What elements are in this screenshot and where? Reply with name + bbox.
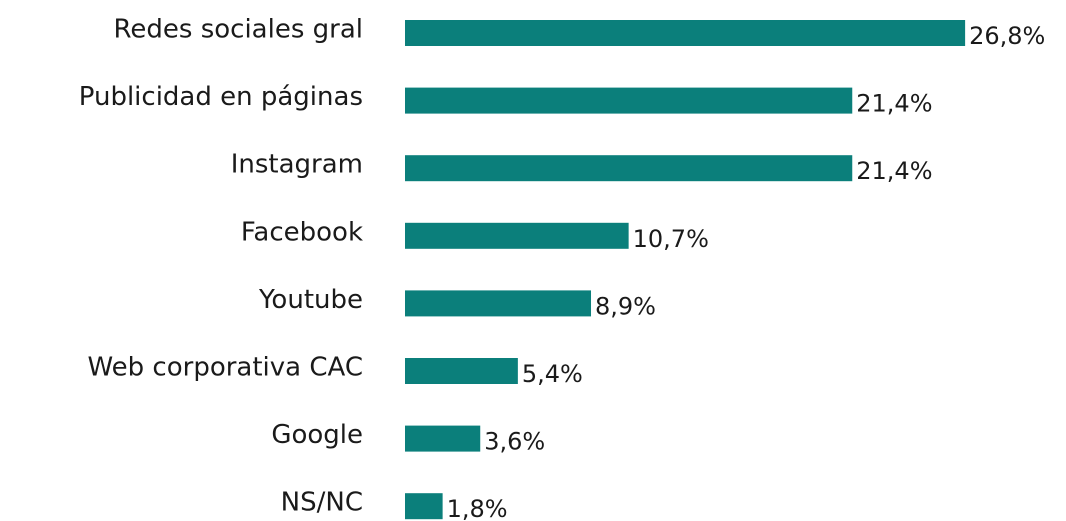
category-label: Web corporativa CAC — [87, 353, 363, 383]
value-label: 10,7% — [633, 225, 709, 253]
bar — [405, 155, 853, 182]
bar — [405, 290, 592, 317]
category-label: Youtube — [258, 285, 363, 315]
value-label: 8,9% — [595, 292, 656, 320]
value-label: 26,8% — [969, 22, 1045, 50]
value-label: 1,8% — [447, 495, 508, 521]
category-label: Redes sociales gral — [114, 15, 364, 45]
bar — [405, 87, 853, 114]
category-label: Facebook — [241, 217, 363, 247]
category-label: Instagram — [231, 150, 363, 180]
bar — [405, 222, 629, 249]
bar — [405, 425, 481, 452]
bar — [405, 358, 518, 384]
bar — [405, 493, 443, 520]
value-label: 5,4% — [522, 360, 583, 388]
category-label: Google — [271, 420, 363, 450]
value-label: 21,4% — [856, 90, 932, 118]
value-label: 21,4% — [856, 157, 932, 185]
category-label: NS/NC — [281, 488, 363, 518]
value-label: 3,6% — [484, 428, 545, 456]
category-label: Publicidad en páginas — [79, 82, 363, 112]
bar — [405, 20, 966, 46]
